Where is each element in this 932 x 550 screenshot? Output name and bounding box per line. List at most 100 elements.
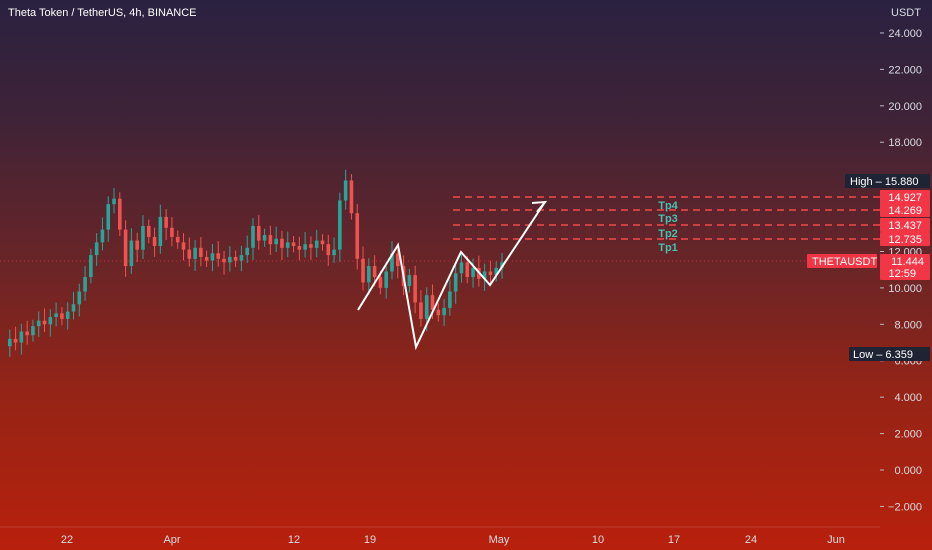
candle-body [233,256,238,261]
candle-body [361,258,365,283]
candle-body [251,225,255,248]
projection-path [357,200,548,351]
candle-body [48,317,53,325]
x-tick-label: Jun [827,534,845,546]
y-tick-label: 20.000 [888,101,922,113]
y-tick-label: 8.000 [894,319,922,331]
target-price-label: 14.927 [888,192,922,204]
projection-zigzag [357,201,546,351]
high-tag-label: High – 15.880 [850,176,919,188]
candle-body [395,253,400,267]
candle-body [129,240,134,267]
price-axis[interactable]: 24.000 22.000 20.000 18.000 12.000 10.000 8.00… [880,28,922,513]
candle-body [285,242,290,248]
target-price-label: 14.269 [888,205,922,217]
candle-body [158,216,163,247]
candle-body [204,256,209,261]
last-price-value: 11.444 [891,256,924,268]
last-price-countdown: 12:59 [888,268,916,280]
y-tick-label: 12.000 [888,246,922,258]
x-tick-label: 19 [364,534,376,546]
candle-body [274,238,278,245]
candle-body [419,302,423,319]
y-tick-label: 22.000 [888,64,922,76]
candle-body [141,225,145,250]
candle-body [390,253,394,272]
symbol-tag-label: THETAUSDT [812,256,877,268]
y-tick-label: 2.000 [894,429,922,441]
candle-body [152,236,157,247]
candle-body [436,309,441,316]
candle-body [430,295,435,310]
candle-body [448,291,452,308]
target-label-tp2: Tp2 [658,228,678,240]
low-tag [849,347,930,361]
x-tick-label: 22 [61,534,73,546]
candle-body [7,338,12,347]
candle-body [494,267,499,276]
target-label-tp3: Tp3 [658,213,678,225]
candle-body [89,255,93,277]
time-axis[interactable]: 22 Apr 12 19 May 10 17 24 Jun [0,526,880,546]
candle-body [465,262,470,277]
high-tag [845,174,930,188]
candle-body [303,244,307,250]
target-price-tag [880,203,930,217]
candle-body [228,256,232,263]
candle-body [83,276,87,292]
chart-title: Theta Token / TetherUS, 4h, BINANCE [8,7,197,19]
x-tick-label: 12 [288,534,300,546]
candle-body [378,276,383,288]
y-tick-label: 24.000 [888,28,922,40]
candle-body [19,331,24,343]
candle-body [488,271,493,276]
y-tick-label: 10.000 [888,283,922,295]
candle-body [280,238,284,248]
candle-body [407,275,412,287]
candle-body [60,313,64,319]
candle-body [245,247,250,256]
candles [7,169,504,357]
candle-body [309,244,313,248]
candle-body [297,246,302,250]
candle-body [36,320,41,327]
candle-body [94,242,99,256]
candle-body [367,266,371,283]
candle-body [135,240,139,250]
target-label-tp4: Tp4 [658,200,678,212]
candle-body [482,271,487,279]
candle-body [146,225,151,237]
candle-body [326,244,331,256]
target-price-tag [880,218,930,232]
candle-body [262,235,267,241]
candle-body [349,180,354,214]
candle-body [123,229,128,267]
candle-body [170,227,174,237]
candle-body [71,304,76,312]
candle-body [332,249,336,256]
symbol-tag [807,254,877,268]
candle-body [210,253,215,261]
candle-body [453,273,458,292]
candle-body [355,213,360,259]
candle-body [216,253,221,259]
projection-arrowhead [531,200,548,213]
candle-body [112,198,116,205]
candle-body [442,307,446,316]
candle-body [42,320,47,325]
candle-body [181,242,186,250]
candle-body [106,204,111,230]
candle-body [256,225,261,241]
candle-body [100,229,105,243]
x-tick-label: Apr [163,534,180,546]
y-tick-label: 0.000 [894,465,922,477]
candle-body [424,295,429,319]
candle-body [118,198,122,230]
target-price-tag [880,232,930,246]
candle-body [187,249,192,259]
target-price-tag [880,190,930,204]
x-tick-label: 24 [745,534,757,546]
candle-body [314,240,319,248]
